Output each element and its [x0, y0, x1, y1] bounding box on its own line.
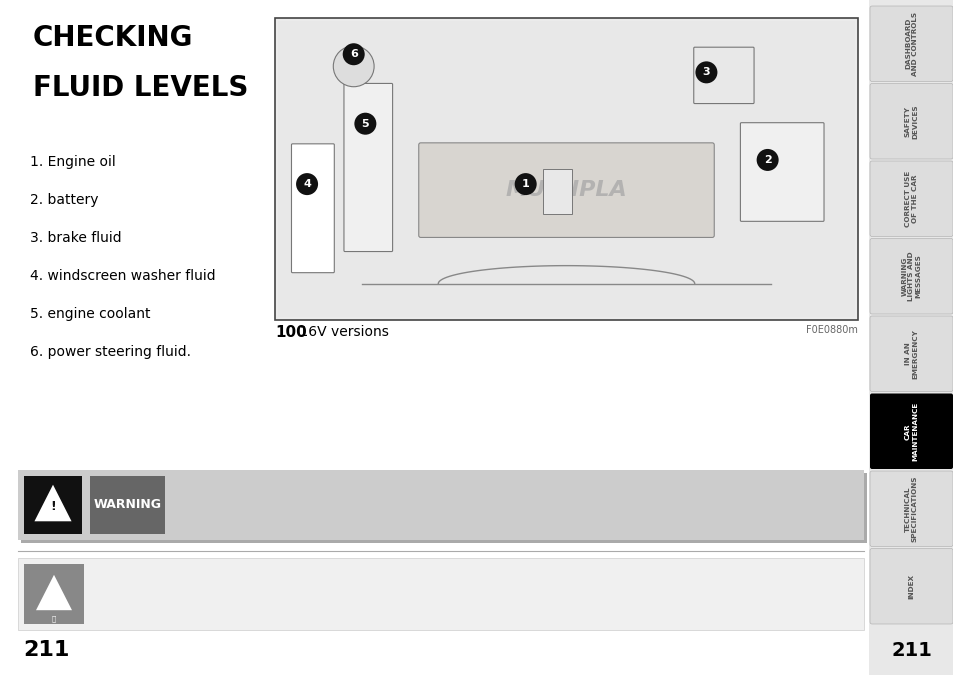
FancyBboxPatch shape — [24, 476, 82, 534]
FancyBboxPatch shape — [869, 316, 952, 392]
Circle shape — [695, 61, 717, 83]
Text: 3. brake fluid: 3. brake fluid — [30, 231, 121, 245]
FancyBboxPatch shape — [869, 84, 952, 159]
Text: WARNING
LIGHTS AND
MESSAGES: WARNING LIGHTS AND MESSAGES — [901, 252, 921, 301]
FancyBboxPatch shape — [277, 21, 854, 317]
Text: 6: 6 — [350, 49, 357, 59]
Text: 4: 4 — [303, 179, 311, 189]
Text: 100: 100 — [274, 325, 307, 340]
Text: WARNING: WARNING — [93, 499, 161, 512]
FancyBboxPatch shape — [21, 473, 866, 543]
Text: DASHBOARD
AND CONTROLS: DASHBOARD AND CONTROLS — [904, 11, 917, 76]
FancyBboxPatch shape — [274, 18, 857, 320]
Polygon shape — [34, 485, 71, 521]
Text: 1. Engine oil: 1. Engine oil — [30, 155, 115, 169]
Text: SAFETY
DEVICES: SAFETY DEVICES — [904, 104, 917, 138]
Text: CHECKING: CHECKING — [33, 24, 193, 52]
Text: 2: 2 — [763, 155, 771, 165]
Text: MULTIPLA: MULTIPLA — [505, 180, 627, 200]
Text: 5: 5 — [361, 119, 369, 129]
FancyBboxPatch shape — [869, 161, 952, 236]
Text: Never smoke while working in the engine compartment; gas and inflammable
vapours: Never smoke while working in the engine … — [177, 485, 757, 516]
Circle shape — [354, 113, 376, 135]
Text: When topping up take care not to confuse the various types of fluids: they are a: When topping up take care not to confuse… — [96, 571, 808, 602]
Text: 🚗: 🚗 — [51, 615, 56, 622]
Text: IN AN
EMERGENCY: IN AN EMERGENCY — [904, 329, 917, 379]
FancyBboxPatch shape — [740, 123, 823, 221]
Text: CORRECT USE
OF THE CAR: CORRECT USE OF THE CAR — [904, 171, 917, 227]
Circle shape — [333, 46, 374, 86]
FancyBboxPatch shape — [418, 143, 714, 238]
Circle shape — [756, 149, 778, 171]
Circle shape — [295, 173, 317, 195]
FancyBboxPatch shape — [18, 558, 863, 630]
Text: FLUID LEVELS: FLUID LEVELS — [33, 74, 248, 102]
Text: 211: 211 — [23, 640, 70, 660]
Text: 5. engine coolant: 5. engine coolant — [30, 307, 151, 321]
Text: 6. power steering fluid.: 6. power steering fluid. — [30, 345, 191, 359]
FancyBboxPatch shape — [869, 394, 952, 469]
FancyBboxPatch shape — [542, 169, 572, 214]
Text: INDEX: INDEX — [907, 574, 914, 599]
FancyBboxPatch shape — [693, 47, 753, 103]
FancyBboxPatch shape — [18, 470, 863, 540]
FancyBboxPatch shape — [292, 144, 334, 273]
Text: F0E0880m: F0E0880m — [805, 325, 857, 335]
Text: 4. windscreen washer fluid: 4. windscreen washer fluid — [30, 269, 215, 283]
Text: CAR
MAINTENANCE: CAR MAINTENANCE — [904, 402, 917, 461]
FancyBboxPatch shape — [869, 238, 952, 314]
FancyBboxPatch shape — [90, 476, 165, 534]
FancyBboxPatch shape — [869, 471, 952, 547]
Text: 1: 1 — [521, 179, 529, 189]
Polygon shape — [36, 575, 71, 610]
FancyBboxPatch shape — [24, 564, 84, 624]
FancyBboxPatch shape — [869, 6, 952, 82]
Text: 2. battery: 2. battery — [30, 193, 98, 207]
Circle shape — [342, 43, 364, 65]
FancyBboxPatch shape — [869, 549, 952, 624]
FancyBboxPatch shape — [344, 84, 393, 252]
FancyBboxPatch shape — [868, 0, 953, 675]
Text: TECHNICAL
SPECIFICATIONS: TECHNICAL SPECIFICATIONS — [904, 475, 917, 542]
Text: 16V versions: 16V versions — [294, 325, 389, 339]
Text: 3: 3 — [701, 68, 709, 78]
Text: !: ! — [51, 500, 56, 514]
Circle shape — [515, 173, 537, 195]
Text: 211: 211 — [890, 641, 931, 659]
